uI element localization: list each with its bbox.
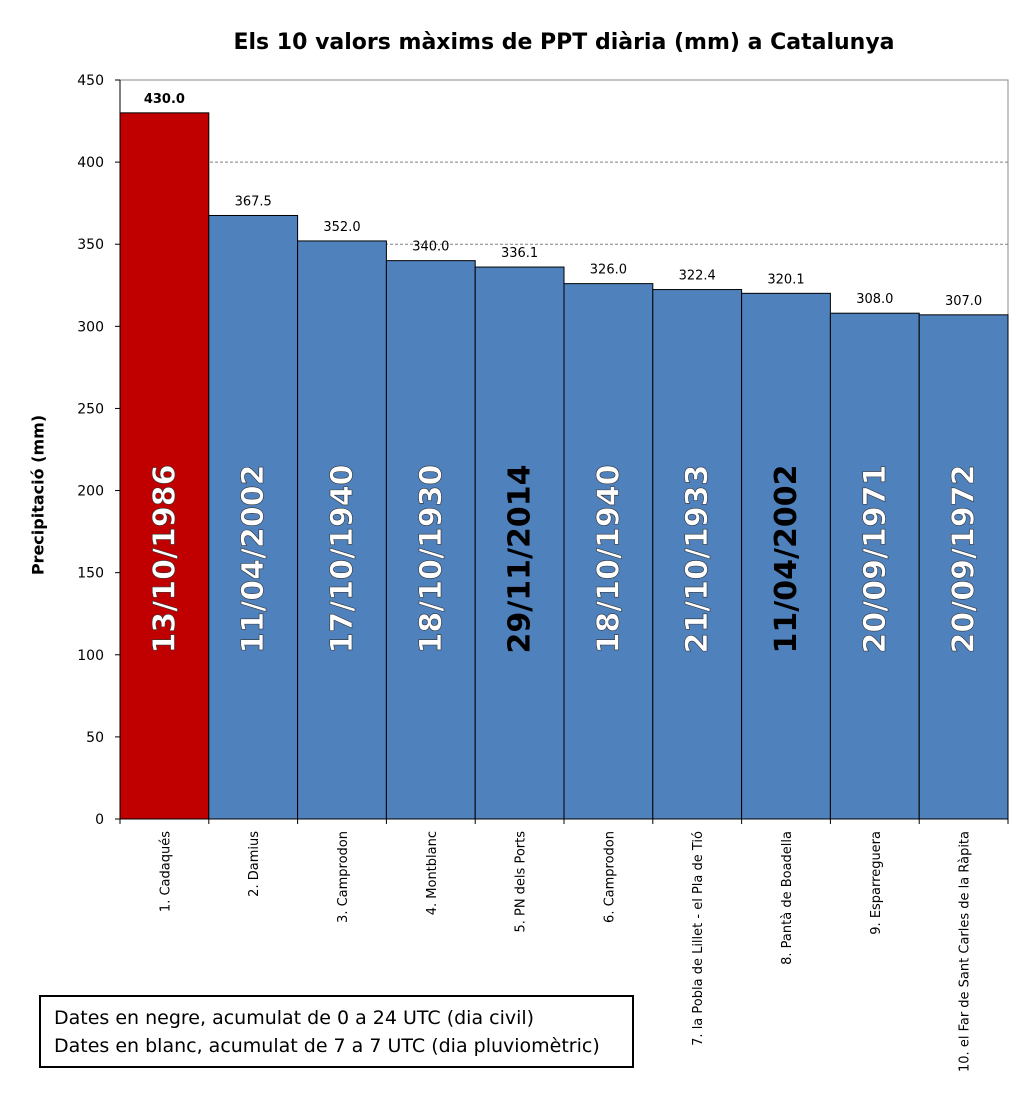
date-label: 11/04/2002 bbox=[236, 465, 271, 654]
legend-line-white-dates: Dates en blanc, acumulat de 7 a 7 UTC (d… bbox=[54, 1035, 600, 1057]
bar bbox=[563, 283, 654, 820]
bar bbox=[474, 266, 565, 820]
date-label: 18/10/1940 bbox=[591, 465, 626, 654]
data-label: 336.1 bbox=[501, 246, 538, 261]
legend-box: Dates en negre, acumulat de 0 a 24 UTC (… bbox=[39, 995, 634, 1068]
data-label: 307.0 bbox=[945, 294, 982, 309]
date-label: 20/09/1972 bbox=[947, 465, 982, 654]
bar bbox=[918, 314, 1009, 820]
date-label: 11/04/2002 bbox=[769, 465, 804, 654]
legend-line-black-dates: Dates en negre, acumulat de 0 a 24 UTC (… bbox=[54, 1007, 535, 1029]
y-tick-label: 50 bbox=[86, 730, 104, 746]
bar bbox=[297, 240, 387, 820]
y-tick-label: 200 bbox=[77, 484, 104, 500]
chart-title: Els 10 valors màxims de PPT diària (mm) … bbox=[233, 30, 895, 55]
date-label: 13/10/1986 bbox=[147, 465, 182, 654]
y-tick-label: 0 bbox=[95, 812, 104, 828]
date-label: 20/09/1971 bbox=[858, 465, 893, 654]
y-tick-label: 250 bbox=[77, 401, 104, 417]
y-tick-label: 150 bbox=[77, 566, 104, 582]
date-label: 17/10/1940 bbox=[325, 465, 360, 654]
x-tick-label: 2. Damius bbox=[247, 831, 262, 897]
x-tick-label: 1. Cadaqués bbox=[158, 831, 173, 912]
data-label: 340.0 bbox=[412, 240, 449, 255]
data-label: 320.1 bbox=[767, 272, 804, 287]
x-tick-label: 7. la Pobla de Lillet - el Pla de Tió bbox=[691, 831, 706, 1046]
date-label: 29/11/2014 bbox=[503, 465, 538, 654]
x-tick-label: 5. PN dels Ports bbox=[514, 831, 529, 933]
y-tick-label: 350 bbox=[77, 237, 104, 253]
y-tick-label: 450 bbox=[77, 73, 104, 89]
x-tick-label: 9. Esparreguera bbox=[869, 831, 884, 935]
x-tick-label: 10. el Far de Sant Carles de la Ràpita bbox=[958, 831, 973, 1072]
data-label: 430.0 bbox=[144, 92, 185, 107]
bar bbox=[385, 260, 476, 820]
data-label: 367.5 bbox=[235, 194, 272, 209]
x-tick-label: 3. Camprodon bbox=[336, 831, 351, 923]
date-label: 21/10/1933 bbox=[680, 465, 715, 654]
bar bbox=[119, 112, 210, 820]
data-label: 322.4 bbox=[679, 269, 716, 284]
bar bbox=[208, 214, 299, 820]
y-tick-label: 400 bbox=[77, 155, 104, 171]
x-tick-label: 4. Montblanc bbox=[425, 831, 440, 915]
y-tick-label: 100 bbox=[77, 648, 104, 664]
data-label: 308.0 bbox=[856, 292, 893, 307]
data-label: 352.0 bbox=[323, 220, 360, 235]
data-label: 326.0 bbox=[590, 263, 627, 278]
date-label: 18/10/1930 bbox=[414, 465, 449, 654]
x-tick-label: 6. Camprodon bbox=[602, 831, 617, 923]
bar bbox=[741, 292, 831, 820]
y-tick-label: 300 bbox=[77, 319, 104, 335]
x-tick-label: 8. Pantà de Boadella bbox=[780, 831, 795, 965]
